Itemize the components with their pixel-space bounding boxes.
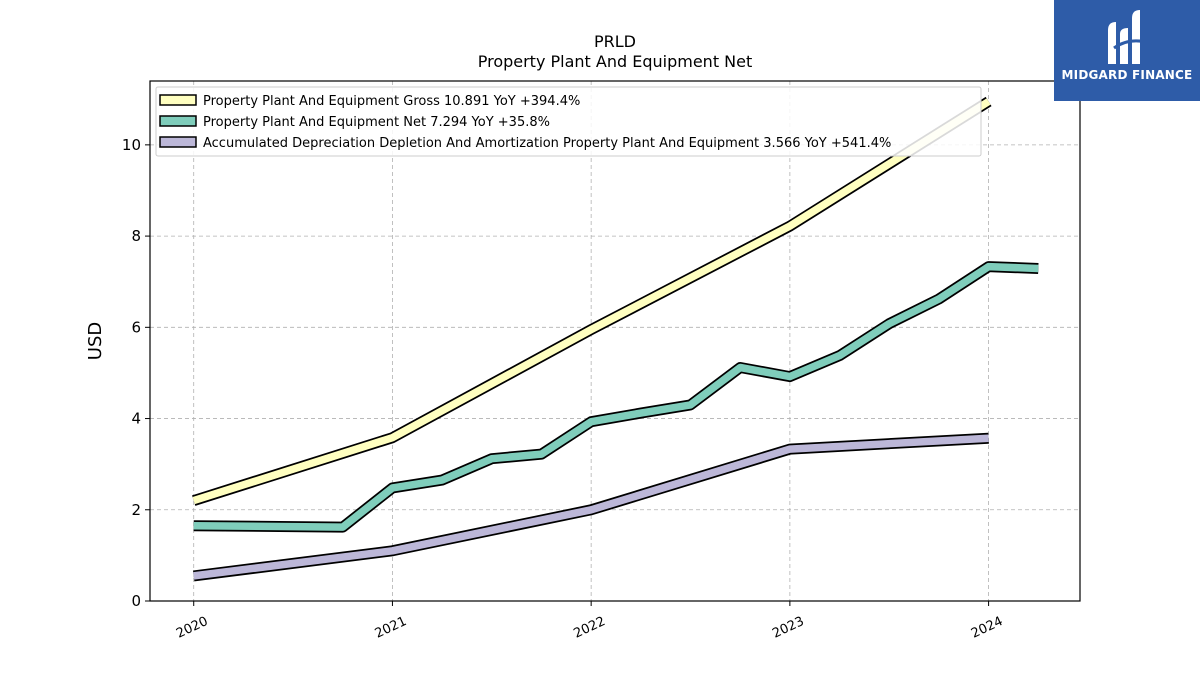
legend-swatch [159, 94, 197, 106]
y-axis: 0 2 4 6 8 10 [122, 136, 150, 610]
y-axis-label: USD [85, 322, 106, 360]
x-tick-label: 2021 [373, 614, 409, 642]
logo-text: MIDGARD FINANCE [1061, 68, 1193, 82]
grid [150, 81, 1080, 602]
series-line [193, 262, 1039, 531]
legend-label: Property Plant And Equipment Net 7.294 Y… [203, 115, 550, 130]
x-axis: 2020 2021 2022 2023 2024 [174, 601, 1005, 642]
y-tick-label: 10 [122, 136, 141, 154]
series-line [193, 434, 989, 580]
x-tick-label: 2024 [969, 614, 1005, 642]
x-tick-label: 2023 [770, 614, 806, 642]
y-tick-label: 0 [131, 592, 141, 610]
legend: Property Plant And Equipment Gross 10.89… [155, 86, 982, 157]
legend-swatch [159, 136, 197, 148]
logo-mark-icon [1108, 10, 1147, 64]
series-line-outline [193, 261, 1039, 533]
x-tick-label: 2022 [572, 614, 608, 642]
legend-label: Accumulated Depreciation Depletion And A… [203, 136, 891, 151]
chart-subtitle: Property Plant And Equipment Net [478, 52, 753, 71]
series-layer [192, 96, 1039, 582]
chart-title: PRLD [594, 32, 636, 51]
midgard-finance-logo: MIDGARD FINANCE [1054, 0, 1200, 101]
legend-label: Property Plant And Equipment Gross 10.89… [203, 94, 580, 109]
x-tick-label: 2020 [174, 614, 210, 642]
series-line [192, 98, 991, 505]
plot-frame [149, 80, 1081, 602]
legend-frame [155, 86, 982, 157]
y-tick-label: 2 [131, 501, 141, 519]
y-tick-label: 6 [131, 318, 141, 336]
legend-swatch [159, 115, 197, 127]
y-tick-label: 4 [131, 410, 141, 428]
y-tick-label: 8 [131, 227, 141, 245]
